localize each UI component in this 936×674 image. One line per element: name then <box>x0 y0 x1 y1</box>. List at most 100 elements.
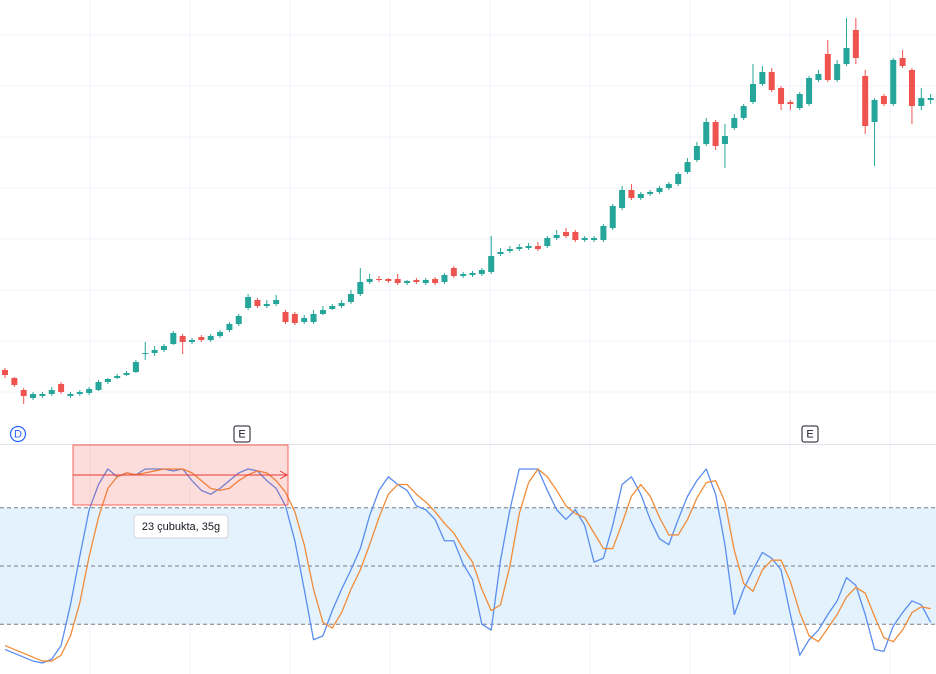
oscillator-line <box>4 468 932 664</box>
candle-body <box>104 379 111 382</box>
candle-body <box>338 303 345 306</box>
candle-body <box>376 279 382 280</box>
candle-body <box>189 340 195 342</box>
candle-body <box>628 190 635 198</box>
candle-body <box>30 394 37 398</box>
candle-body <box>217 332 224 336</box>
candle-body <box>450 268 457 276</box>
candle-body <box>132 362 139 372</box>
candle-body <box>207 336 214 340</box>
candle-body <box>469 273 476 275</box>
candle-body <box>843 48 850 64</box>
candle-body <box>413 280 420 282</box>
candle-body <box>609 206 616 228</box>
candle-body <box>245 297 252 308</box>
marker-box <box>233 425 251 443</box>
candle-body <box>712 122 719 146</box>
candle-body <box>703 122 710 144</box>
marker-label: E <box>238 428 245 440</box>
candle-body <box>282 312 289 322</box>
candle-body <box>39 394 46 396</box>
candle-body <box>544 238 551 246</box>
candle-body <box>675 174 682 184</box>
candle-body <box>637 194 644 198</box>
candle-body <box>918 98 925 106</box>
candle-body <box>563 232 569 236</box>
candle-body <box>656 188 663 192</box>
candle-body <box>198 337 205 340</box>
candle-body <box>170 333 177 344</box>
candle-body <box>385 279 392 281</box>
candle-body <box>880 96 887 104</box>
candle-body <box>366 279 373 282</box>
candle-body <box>665 184 672 188</box>
event-marker[interactable]: D <box>9 425 27 443</box>
event-marker[interactable]: E <box>233 425 251 443</box>
candle-body <box>291 314 298 323</box>
candle-body <box>114 376 121 378</box>
candle-body <box>478 270 485 274</box>
candle-body <box>534 246 541 249</box>
candle-body <box>347 294 354 302</box>
candle-body <box>778 88 785 104</box>
candle-body <box>871 100 878 122</box>
candle-body <box>684 162 691 172</box>
candle-body <box>525 246 532 248</box>
candle-body <box>160 346 167 350</box>
marker-label: D <box>14 428 22 440</box>
event-marker[interactable]: E <box>801 425 819 443</box>
candle-body <box>572 232 579 240</box>
candle-body <box>301 318 308 322</box>
candle-body <box>591 238 598 240</box>
measure-tooltip <box>133 514 229 539</box>
candle-body <box>86 389 93 393</box>
candle-body <box>226 324 233 330</box>
candle-body <box>404 281 411 283</box>
candle-body <box>357 282 364 294</box>
measure-arrow-head <box>279 470 289 480</box>
candle-body <box>273 300 280 304</box>
candle-body <box>394 279 401 283</box>
candle-body <box>329 306 336 309</box>
measure-label: 23 çubukta, 35g <box>142 521 220 533</box>
candle-body <box>441 275 448 282</box>
candle-body <box>731 118 738 128</box>
candle-body <box>516 247 523 249</box>
candle-body <box>759 72 766 84</box>
candle-body <box>460 274 467 276</box>
marker-box <box>801 425 819 443</box>
candle-body <box>553 235 560 238</box>
candle-body <box>647 192 654 194</box>
candle-body <box>76 392 83 394</box>
measure-tool[interactable]: 23 çubukta, 35g <box>72 444 289 539</box>
candle-body <box>20 390 27 396</box>
candle-body <box>768 72 775 90</box>
marker-circle <box>9 425 27 443</box>
candle-body <box>721 136 728 144</box>
candle-body <box>488 256 495 272</box>
candle-body <box>67 394 74 396</box>
candle-body <box>890 60 897 104</box>
candle-body <box>787 102 794 104</box>
candle-body <box>796 94 803 108</box>
candle-body <box>815 74 822 80</box>
candle-body <box>497 252 504 254</box>
candle-body <box>254 300 261 306</box>
candle-body <box>151 350 158 353</box>
candle-body <box>48 390 55 394</box>
oscillator-line <box>4 468 931 662</box>
candle-body <box>263 304 270 306</box>
candle-body <box>2 370 8 375</box>
candle-body <box>11 378 18 385</box>
candle-body <box>58 384 65 392</box>
candle-body <box>824 54 831 80</box>
candle-body <box>862 76 869 126</box>
candle-body <box>432 279 439 283</box>
price-pane <box>2 18 934 404</box>
candle-body <box>310 314 317 322</box>
candle-body <box>908 70 915 106</box>
candle-body <box>834 64 841 80</box>
candle-body <box>750 84 756 102</box>
